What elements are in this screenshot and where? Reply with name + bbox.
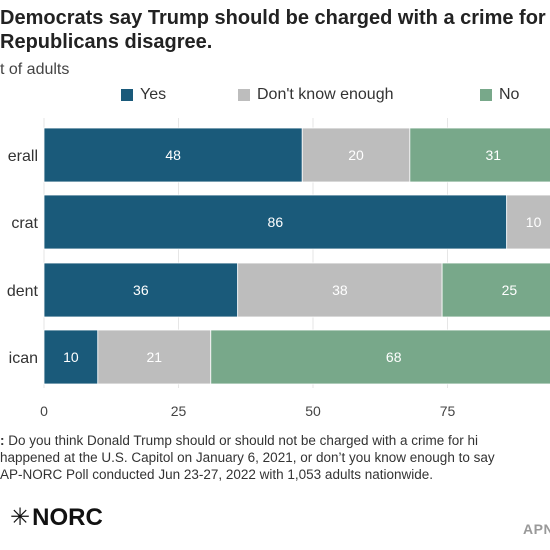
bar-3-series-2 bbox=[210, 329, 550, 385]
bar-0-series-1 bbox=[301, 127, 411, 183]
data-label-0-0: 48 bbox=[165, 147, 181, 163]
data-label-2-1: 38 bbox=[332, 282, 348, 298]
data-label-3-0: 10 bbox=[63, 349, 79, 365]
bar-2-series-2 bbox=[441, 262, 550, 318]
legend: Yes Don't know enough No bbox=[0, 86, 550, 106]
legend-item-dont-know: Don't know enough bbox=[238, 86, 393, 104]
bar-0-series-2 bbox=[409, 127, 550, 183]
chart-note: : Do you think Donald Trump should or sh… bbox=[0, 432, 550, 483]
legend-label-dont-know: Don't know enough bbox=[257, 86, 394, 103]
note-line-2: happened at the U.S. Capitol on January … bbox=[0, 450, 495, 465]
note-text-1: Do you think Donald Trump should or shou… bbox=[4, 433, 479, 448]
note-label: : bbox=[0, 433, 5, 448]
norc-logo-text: NORC bbox=[32, 504, 103, 531]
legend-item-no: No bbox=[480, 86, 519, 104]
legend-label-no: No bbox=[499, 86, 520, 103]
legend-item-yes: Yes bbox=[121, 86, 166, 104]
bar-1-series-1 bbox=[506, 194, 550, 250]
legend-label-yes: Yes bbox=[140, 86, 167, 103]
note-line-3: AP-NORC Poll conducted Jun 23-27, 2022 w… bbox=[0, 467, 434, 482]
x-tick-label-50: 50 bbox=[305, 403, 321, 419]
data-label-1-0: 86 bbox=[268, 214, 284, 230]
data-label-2-2: 25 bbox=[502, 282, 518, 298]
data-label-1-1: 10 bbox=[526, 214, 542, 230]
bar-0-series-0 bbox=[43, 127, 303, 183]
bar-1-series-0 bbox=[43, 194, 508, 250]
x-tick-label-75: 75 bbox=[440, 403, 456, 419]
x-tick-label-0: 0 bbox=[40, 403, 48, 419]
data-label-0-1: 20 bbox=[348, 147, 364, 163]
note-line-1: : Do you think Donald Trump should or sh… bbox=[0, 432, 550, 449]
norc-star-icon: ✳ bbox=[10, 504, 31, 531]
data-label-3-2: 68 bbox=[386, 349, 402, 365]
legend-swatch-dont-know bbox=[238, 89, 250, 101]
bar-3-series-0 bbox=[43, 329, 99, 385]
bar-3-series-1 bbox=[97, 329, 212, 385]
stacked-bar-chart: 0 25 50 75 48 20 31 erall 86 10 crat 36 38 25 dent 10 21… bbox=[7, 118, 550, 419]
title-line-2: Republicans disagree. bbox=[0, 31, 213, 53]
x-tick-label-25: 25 bbox=[171, 403, 187, 419]
chart-title: Democrats say Trump should be charged wi… bbox=[0, 6, 550, 54]
data-label-2-0: 36 bbox=[133, 282, 149, 298]
category-label-3: ican bbox=[9, 350, 38, 367]
title-line-1: Democrats say Trump should be charged wi… bbox=[0, 7, 550, 29]
category-label-0: erall bbox=[8, 148, 38, 165]
norc-logo: ✳NORC bbox=[10, 503, 103, 532]
data-label-0-2: 31 bbox=[485, 147, 501, 163]
legend-swatch-no bbox=[480, 89, 492, 101]
legend-swatch-yes bbox=[121, 89, 133, 101]
category-label-1: crat bbox=[11, 215, 38, 232]
chart-subtitle: t of adults bbox=[0, 61, 70, 78]
data-label-3-1: 21 bbox=[147, 349, 163, 365]
apn-mark: APN bbox=[523, 521, 550, 537]
category-label-2: dent bbox=[7, 283, 39, 300]
